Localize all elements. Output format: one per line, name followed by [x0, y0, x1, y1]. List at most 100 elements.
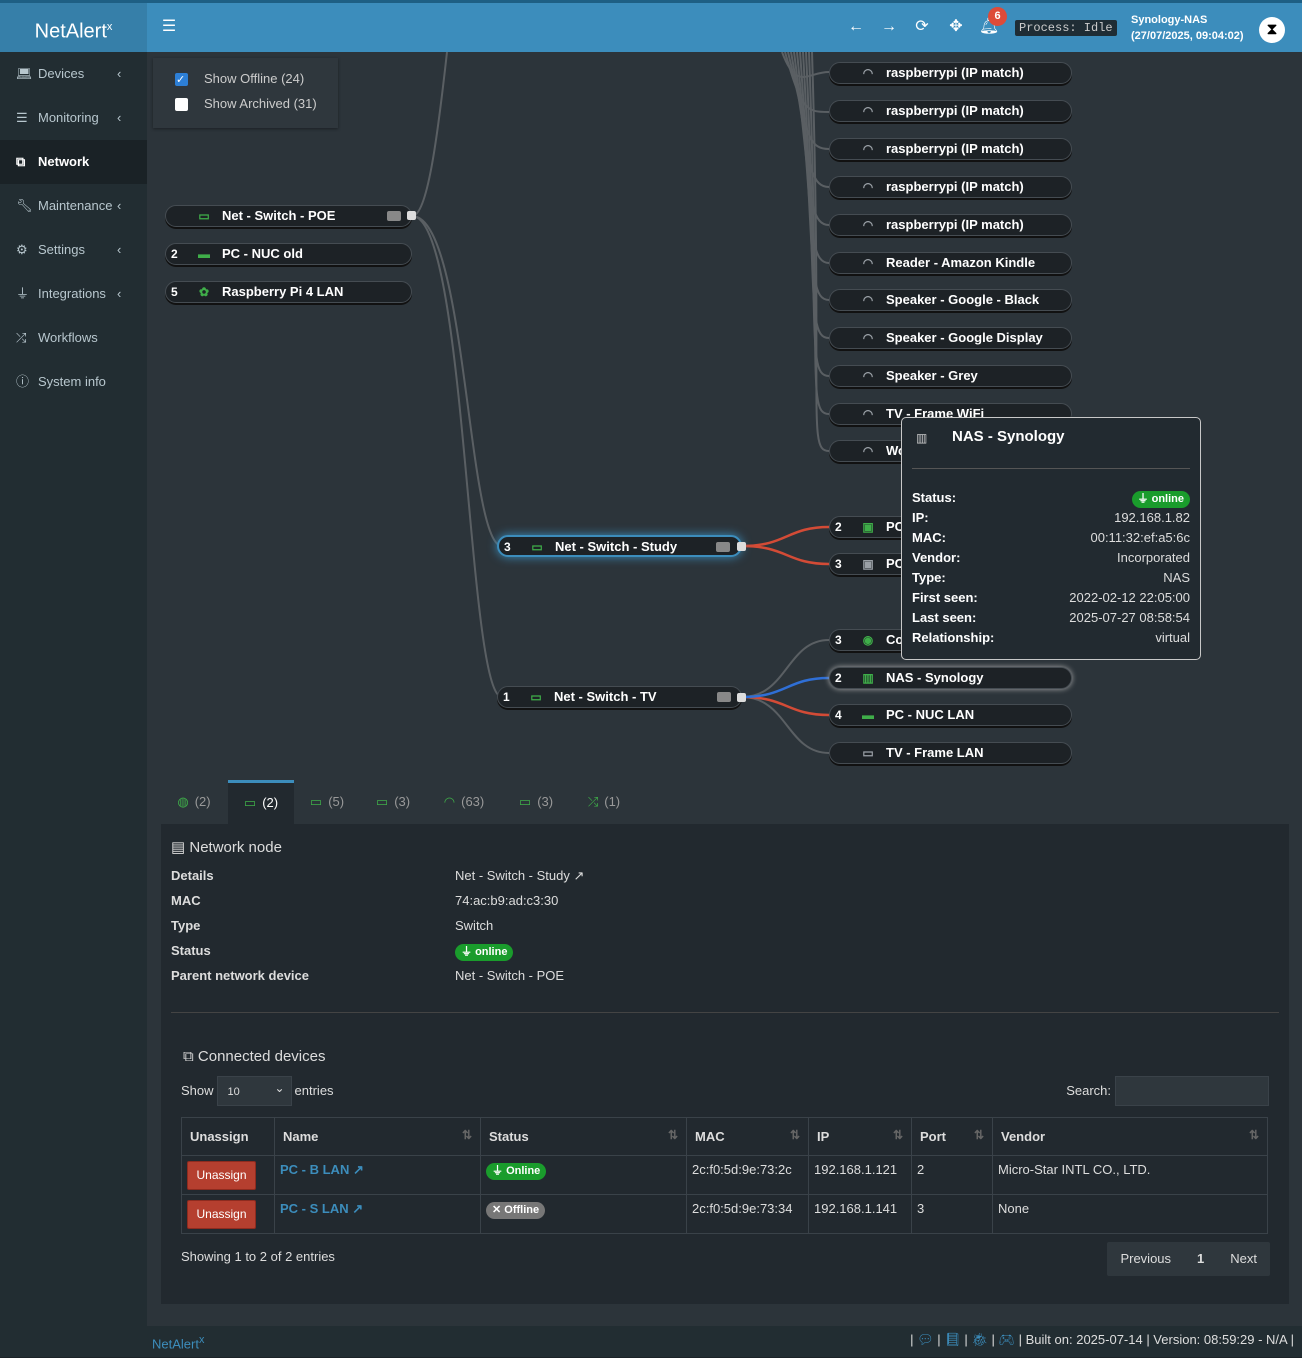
node-port-icon[interactable] — [737, 542, 746, 551]
tree-node-switch-poe[interactable]: ▭ Net - Switch - POE — [165, 205, 412, 227]
move-icon[interactable]: ✥ — [949, 18, 963, 35]
tree-node-device[interactable]: ◠ raspberrypi (IP match) — [829, 62, 1072, 84]
details-link[interactable]: Net - Switch - Study ↗ — [455, 868, 585, 883]
tree-node-tv-frame-lan[interactable]: ▭ TV - Frame LAN — [829, 742, 1072, 764]
sidebar: 💻︎ Devices ‹ ☰ Monitoring ‹ ⧉ Network 🔧︎ Maint… — [0, 52, 147, 1357]
node-port-icon[interactable] — [407, 211, 416, 220]
unassign-button[interactable]: Unassign — [187, 1160, 256, 1190]
tooltip-row: Relationship: virtual — [912, 630, 1190, 645]
tree-node-device[interactable]: ◠ Reader - Amazon Kindle — [829, 252, 1072, 274]
host-name: Synology-NAS — [1131, 14, 1208, 26]
menu-toggle-icon[interactable]: ☰ — [161, 18, 177, 35]
forward-arrow-icon[interactable]: → — [881, 18, 897, 35]
device-name-link[interactable]: PC - B LAN ↗ — [280, 1162, 364, 1177]
tooltip-row: Status: ⏚ online — [912, 488, 1190, 508]
tab-virtual[interactable]: ⤮ (1) — [587, 794, 621, 809]
discussion-icon[interactable]: 💬︎ — [917, 1332, 934, 1347]
tree-filter-box: Show Offline (24) Show Archived (31) — [153, 58, 338, 128]
nas-icon: ▥ — [862, 671, 874, 685]
gamepad-icon: ◉ — [862, 633, 874, 647]
sidebar-item-system-info[interactable]: ⓘ System info — [0, 360, 147, 404]
sidebar-item-devices[interactable]: 💻︎ Devices ‹ — [0, 52, 147, 96]
docs-icon[interactable]: 📘︎ — [944, 1332, 961, 1347]
detail-row: Details Net - Switch - Study ↗ — [171, 863, 1271, 888]
tree-node-nas-synology[interactable]: 2 ▥ NAS - Synology — [829, 667, 1072, 689]
sidebar-item-network[interactable]: ⧉ Network — [0, 140, 147, 184]
col-unassign[interactable]: Unassign — [181, 1117, 275, 1156]
entries-length: Show10entries — [181, 1073, 334, 1106]
user-avatar-icon[interactable]: ⧗ — [1259, 17, 1285, 43]
col-vendor[interactable]: Vendor ⇅ — [992, 1117, 1268, 1156]
tree-node-device[interactable]: ◠ raspberrypi (IP match) — [829, 176, 1072, 198]
app-logo[interactable]: NetAlertx — [0, 3, 147, 52]
collapse-icon[interactable] — [387, 211, 401, 221]
footer-logo[interactable]: NetAlertx — [152, 1334, 205, 1352]
tree-node-pc-nuc-old[interactable]: 2 ▬ PC - NUC old — [165, 243, 412, 265]
collapse-icon[interactable] — [717, 692, 731, 702]
checkbox-unchecked-icon[interactable] — [175, 98, 188, 111]
tree-node-raspberry-pi[interactable]: 5 ✿ Raspberry Pi 4 LAN — [165, 281, 412, 303]
switch-icon: ▭ — [309, 794, 323, 809]
tab-switch[interactable]: ▭ (3) — [375, 794, 411, 809]
chevron-left-icon: ‹ — [117, 66, 122, 81]
sidebar-item-monitoring[interactable]: ☰ Monitoring ‹ — [0, 96, 147, 140]
discord-icon[interactable]: 🎮︎ — [998, 1332, 1016, 1347]
entries-select[interactable]: 10 — [216, 1073, 292, 1106]
tree-node-device[interactable]: ◠ raspberrypi (IP match) — [829, 214, 1072, 236]
tab-wifi[interactable]: ◠ (63) — [443, 794, 485, 809]
tree-node-device[interactable]: ◠ Speaker - Google - Black — [829, 289, 1072, 311]
previous-button[interactable]: Previous — [1120, 1251, 1172, 1266]
wifi-icon: ◠ — [862, 407, 874, 421]
unassign-button[interactable]: Unassign — [187, 1199, 256, 1229]
tree-links — [411, 52, 830, 754]
bug-icon[interactable]: 🐞︎ — [971, 1332, 988, 1347]
col-mac[interactable]: MAC ⇅ — [686, 1117, 809, 1156]
tree-node-switch-tv[interactable]: 1 ▭ Net - Switch - TV — [497, 686, 742, 708]
show-archived-toggle[interactable]: Show Archived (31) — [175, 93, 338, 118]
tv-icon: ▭ — [862, 746, 874, 760]
wifi-icon: ◠ — [862, 66, 874, 80]
shuffle-icon: ⤮ — [16, 330, 27, 345]
plug-icon: ⏚ — [16, 286, 30, 301]
tooltip-row: Type: NAS — [912, 570, 1190, 585]
col-status[interactable]: Status ⇅ — [480, 1117, 687, 1156]
search-input[interactable] — [1115, 1076, 1269, 1106]
col-name[interactable]: Name ⇅ — [274, 1117, 481, 1156]
desktop-icon: ▣ — [862, 557, 874, 571]
collapse-icon[interactable] — [716, 542, 730, 552]
tree-node-switch-study[interactable]: 3 ▭ Net - Switch - Study — [497, 535, 742, 557]
tree-node-device[interactable]: ◠ raspberrypi (IP match) — [829, 138, 1072, 160]
tab-switch[interactable]: ▭ (5) — [309, 794, 345, 809]
chevron-left-icon: ‹ — [117, 198, 122, 213]
col-port[interactable]: Port ⇅ — [911, 1117, 993, 1156]
sort-icon: ⇅ — [1248, 1128, 1259, 1142]
ip-cell: 192.168.1.141 — [808, 1194, 912, 1234]
sidebar-item-settings[interactable]: ⚙ Settings ‹ — [0, 228, 147, 272]
table-row: Unassign PC - S LAN ↗ ✕ Offline 2c:f0:5d… — [181, 1194, 1268, 1234]
parent-device-link[interactable]: Net - Switch - POE — [455, 968, 565, 983]
sort-icon: ⇅ — [789, 1128, 800, 1142]
checkbox-checked-icon[interactable] — [175, 69, 188, 91]
node-port-icon[interactable] — [737, 693, 746, 702]
tab-switch-study[interactable]: ▭ (2) — [228, 780, 294, 824]
show-offline-toggle[interactable]: Show Offline (24) — [175, 68, 338, 93]
table-row: Unassign PC - B LAN ↗ ⏚ Online 2c:f0:5d:… — [181, 1155, 1268, 1195]
back-arrow-icon[interactable]: ← — [848, 18, 864, 35]
col-ip[interactable]: IP ⇅ — [808, 1117, 912, 1156]
tab-internet[interactable]: ◍ (2) — [177, 794, 211, 809]
tree-node-pc-nuc-lan[interactable]: 4 ▬ PC - NUC LAN — [829, 704, 1072, 726]
tab-switch[interactable]: ▭ (3) — [518, 794, 554, 809]
network-tree[interactable]: Show Offline (24) Show Archived (31) ▭Ne… — [147, 52, 1302, 778]
tree-node-device[interactable]: ◠ Speaker - Google Display — [829, 327, 1072, 349]
top-navbar: NetAlertx ☰ ← → ⟳ ✥ 🔔︎ 6 Process: Idle S… — [0, 0, 1302, 52]
tree-node-device[interactable]: ◠ Speaker - Grey — [829, 365, 1072, 387]
next-button[interactable]: Next — [1230, 1251, 1257, 1266]
host-datetime: (27/07/2025, 09:04:02) — [1131, 30, 1244, 42]
page-1-button[interactable]: 1 — [1197, 1251, 1205, 1266]
device-name-link[interactable]: PC - S LAN ↗ — [280, 1201, 364, 1216]
refresh-icon[interactable]: ⟳ — [915, 18, 929, 35]
sidebar-item-maintenance[interactable]: 🔧︎ Maintenance ‹ — [0, 184, 147, 228]
sidebar-item-workflows[interactable]: ⤮ Workflows — [0, 316, 147, 360]
tree-node-device[interactable]: ◠ raspberrypi (IP match) — [829, 100, 1072, 122]
sidebar-item-integrations[interactable]: ⏚ Integrations ‹ — [0, 272, 147, 316]
